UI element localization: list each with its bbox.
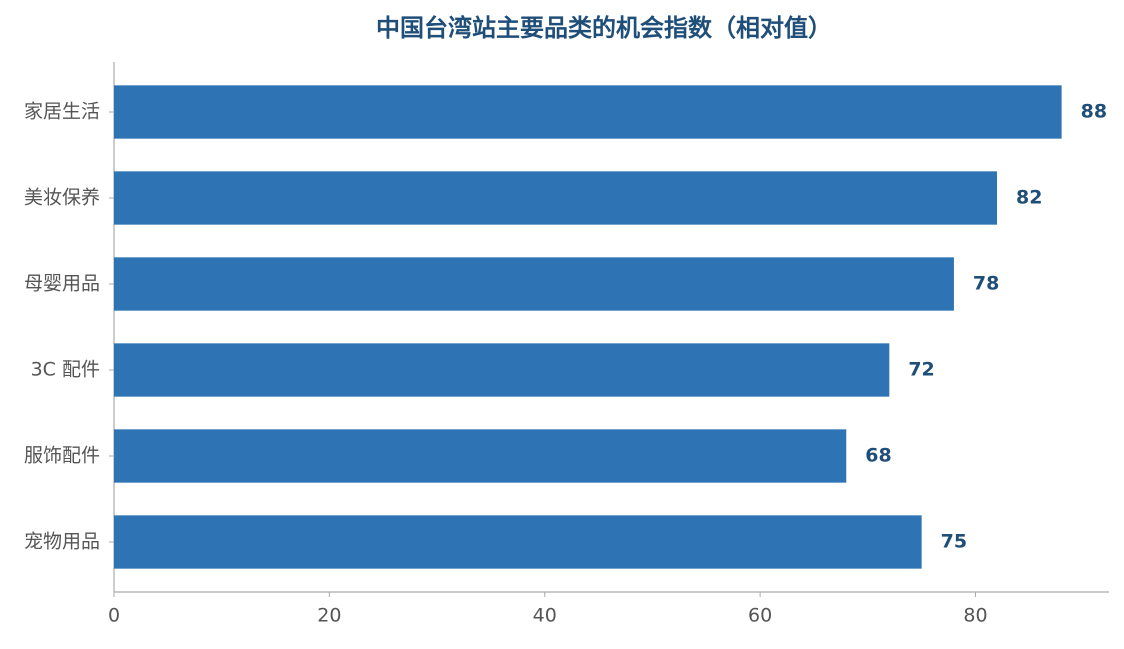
bar: [114, 515, 922, 569]
y-tick-label: 母婴用品: [24, 273, 100, 295]
y-tick-label: 服饰配件: [24, 445, 100, 467]
value-label: 75: [941, 531, 967, 553]
y-tick-label: 美妆保养: [24, 187, 100, 209]
y-tick-label: 家居生活: [24, 101, 100, 123]
bar: [114, 171, 998, 225]
value-label: 78: [973, 273, 999, 295]
y-tick-label: 宠物用品: [24, 531, 100, 553]
y-tick-label: 3C 配件: [31, 359, 100, 381]
value-label: 72: [908, 359, 934, 381]
value-label: 82: [1016, 187, 1042, 209]
x-tick-label: 0: [108, 605, 120, 627]
x-tick-label: 20: [317, 605, 341, 627]
bar: [114, 343, 890, 397]
x-tick-label: 80: [963, 605, 987, 627]
bar: [114, 257, 954, 311]
bar: [114, 85, 1062, 139]
value-label: 68: [865, 445, 891, 467]
value-label: 88: [1081, 101, 1107, 123]
chart-title: 中国台湾站主要品类的机会指数（相对值）: [376, 14, 832, 42]
bar: [114, 429, 847, 483]
x-tick-label: 60: [748, 605, 772, 627]
x-tick-label: 40: [533, 605, 557, 627]
